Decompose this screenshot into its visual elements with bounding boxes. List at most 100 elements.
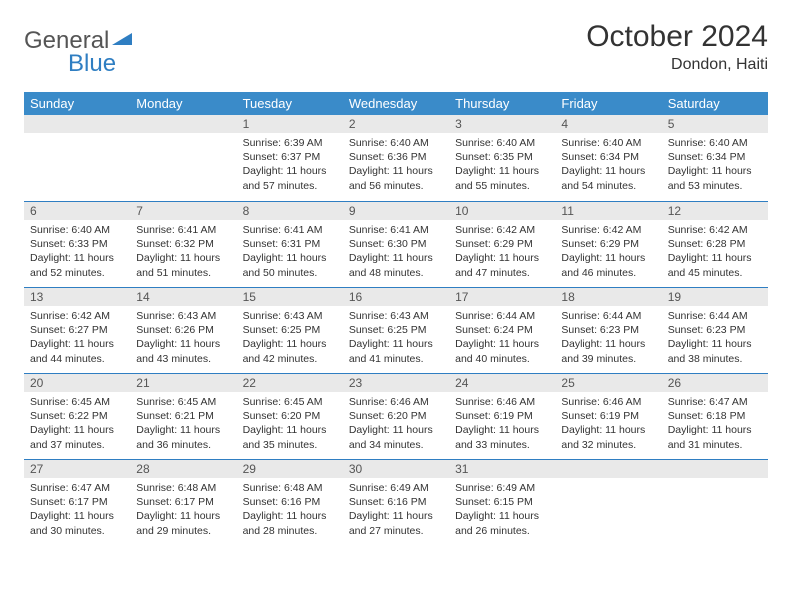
calendar-day-cell: 11Sunrise: 6:42 AMSunset: 6:29 PMDayligh… [555,201,661,287]
sunrise-text: Sunrise: 6:45 AM [136,395,230,409]
sunrise-text: Sunrise: 6:40 AM [349,136,443,150]
day-details: Sunrise: 6:49 AMSunset: 6:15 PMDaylight:… [449,478,555,544]
daylight-text: Daylight: 11 hours and 29 minutes. [136,509,230,537]
sunrise-text: Sunrise: 6:41 AM [349,223,443,237]
day-number: 28 [130,459,236,478]
calendar-day-cell: 1Sunrise: 6:39 AMSunset: 6:37 PMDaylight… [237,115,343,201]
sunrise-text: Sunrise: 6:47 AM [30,481,124,495]
calendar-day-cell: 26Sunrise: 6:47 AMSunset: 6:18 PMDayligh… [662,373,768,459]
weekday-header: Friday [555,92,661,115]
day-details: Sunrise: 6:43 AMSunset: 6:26 PMDaylight:… [130,306,236,372]
day-details: Sunrise: 6:45 AMSunset: 6:20 PMDaylight:… [237,392,343,458]
day-details: Sunrise: 6:43 AMSunset: 6:25 PMDaylight:… [237,306,343,372]
sunset-text: Sunset: 6:20 PM [349,409,443,423]
sunset-text: Sunset: 6:23 PM [561,323,655,337]
day-details: Sunrise: 6:47 AMSunset: 6:18 PMDaylight:… [662,392,768,458]
calendar-week-row: 27Sunrise: 6:47 AMSunset: 6:17 PMDayligh… [24,459,768,545]
day-number: 8 [237,201,343,220]
day-number: 14 [130,287,236,306]
calendar-table: SundayMondayTuesdayWednesdayThursdayFrid… [24,92,768,545]
day-number: 13 [24,287,130,306]
calendar-empty-cell [130,115,236,201]
calendar-day-cell: 21Sunrise: 6:45 AMSunset: 6:21 PMDayligh… [130,373,236,459]
daylight-text: Daylight: 11 hours and 53 minutes. [668,164,762,192]
calendar-day-cell: 18Sunrise: 6:44 AMSunset: 6:23 PMDayligh… [555,287,661,373]
day-number: 1 [237,115,343,133]
daylight-text: Daylight: 11 hours and 40 minutes. [455,337,549,365]
calendar-day-cell: 12Sunrise: 6:42 AMSunset: 6:28 PMDayligh… [662,201,768,287]
sunset-text: Sunset: 6:25 PM [349,323,443,337]
calendar-day-cell: 23Sunrise: 6:46 AMSunset: 6:20 PMDayligh… [343,373,449,459]
calendar-day-cell: 29Sunrise: 6:48 AMSunset: 6:16 PMDayligh… [237,459,343,545]
day-details: Sunrise: 6:42 AMSunset: 6:27 PMDaylight:… [24,306,130,372]
day-number: 22 [237,373,343,392]
daylight-text: Daylight: 11 hours and 51 minutes. [136,251,230,279]
daylight-text: Daylight: 11 hours and 50 minutes. [243,251,337,279]
sunset-text: Sunset: 6:29 PM [455,237,549,251]
day-number: 16 [343,287,449,306]
sunrise-text: Sunrise: 6:44 AM [455,309,549,323]
sunset-text: Sunset: 6:20 PM [243,409,337,423]
sunset-text: Sunset: 6:19 PM [455,409,549,423]
weekday-header: Tuesday [237,92,343,115]
calendar-day-cell: 10Sunrise: 6:42 AMSunset: 6:29 PMDayligh… [449,201,555,287]
day-number: 4 [555,115,661,133]
sunrise-text: Sunrise: 6:47 AM [668,395,762,409]
daylight-text: Daylight: 11 hours and 45 minutes. [668,251,762,279]
day-details: Sunrise: 6:40 AMSunset: 6:34 PMDaylight:… [555,133,661,199]
daylight-text: Daylight: 11 hours and 43 minutes. [136,337,230,365]
daylight-text: Daylight: 11 hours and 41 minutes. [349,337,443,365]
calendar-day-cell: 2Sunrise: 6:40 AMSunset: 6:36 PMDaylight… [343,115,449,201]
sunrise-text: Sunrise: 6:48 AM [243,481,337,495]
calendar-empty-cell [555,459,661,545]
day-details: Sunrise: 6:49 AMSunset: 6:16 PMDaylight:… [343,478,449,544]
sunset-text: Sunset: 6:16 PM [349,495,443,509]
calendar-day-cell: 8Sunrise: 6:41 AMSunset: 6:31 PMDaylight… [237,201,343,287]
day-number: 2 [343,115,449,133]
calendar-day-cell: 7Sunrise: 6:41 AMSunset: 6:32 PMDaylight… [130,201,236,287]
calendar-day-cell: 27Sunrise: 6:47 AMSunset: 6:17 PMDayligh… [24,459,130,545]
daylight-text: Daylight: 11 hours and 38 minutes. [668,337,762,365]
day-details: Sunrise: 6:40 AMSunset: 6:36 PMDaylight:… [343,133,449,199]
sunrise-text: Sunrise: 6:49 AM [455,481,549,495]
day-details: Sunrise: 6:45 AMSunset: 6:22 PMDaylight:… [24,392,130,458]
sunrise-text: Sunrise: 6:43 AM [349,309,443,323]
weekday-header: Monday [130,92,236,115]
day-number: 25 [555,373,661,392]
sunrise-text: Sunrise: 6:49 AM [349,481,443,495]
sunset-text: Sunset: 6:17 PM [30,495,124,509]
calendar-day-cell: 13Sunrise: 6:42 AMSunset: 6:27 PMDayligh… [24,287,130,373]
weekday-header: Thursday [449,92,555,115]
sunset-text: Sunset: 6:22 PM [30,409,124,423]
calendar-week-row: 20Sunrise: 6:45 AMSunset: 6:22 PMDayligh… [24,373,768,459]
sunrise-text: Sunrise: 6:40 AM [561,136,655,150]
sunrise-text: Sunrise: 6:39 AM [243,136,337,150]
page-title: October 2024 [586,20,768,54]
calendar-day-cell: 5Sunrise: 6:40 AMSunset: 6:34 PMDaylight… [662,115,768,201]
day-number: 24 [449,373,555,392]
calendar-empty-cell [24,115,130,201]
daylight-text: Daylight: 11 hours and 52 minutes. [30,251,124,279]
calendar-day-cell: 30Sunrise: 6:49 AMSunset: 6:16 PMDayligh… [343,459,449,545]
day-number: 31 [449,459,555,478]
day-details: Sunrise: 6:41 AMSunset: 6:31 PMDaylight:… [237,220,343,286]
daylight-text: Daylight: 11 hours and 46 minutes. [561,251,655,279]
day-number [24,115,130,133]
sunset-text: Sunset: 6:34 PM [561,150,655,164]
sunset-text: Sunset: 6:23 PM [668,323,762,337]
daylight-text: Daylight: 11 hours and 48 minutes. [349,251,443,279]
sunrise-text: Sunrise: 6:44 AM [561,309,655,323]
weekday-header: Saturday [662,92,768,115]
sunset-text: Sunset: 6:26 PM [136,323,230,337]
location-label: Dondon, Haiti [586,56,768,74]
day-details: Sunrise: 6:42 AMSunset: 6:29 PMDaylight:… [449,220,555,286]
sunrise-text: Sunrise: 6:45 AM [243,395,337,409]
sunrise-text: Sunrise: 6:42 AM [561,223,655,237]
sunset-text: Sunset: 6:16 PM [243,495,337,509]
day-number: 9 [343,201,449,220]
sunset-text: Sunset: 6:37 PM [243,150,337,164]
day-details: Sunrise: 6:44 AMSunset: 6:23 PMDaylight:… [555,306,661,372]
day-number: 29 [237,459,343,478]
weekday-header-row: SundayMondayTuesdayWednesdayThursdayFrid… [24,92,768,115]
sunset-text: Sunset: 6:30 PM [349,237,443,251]
